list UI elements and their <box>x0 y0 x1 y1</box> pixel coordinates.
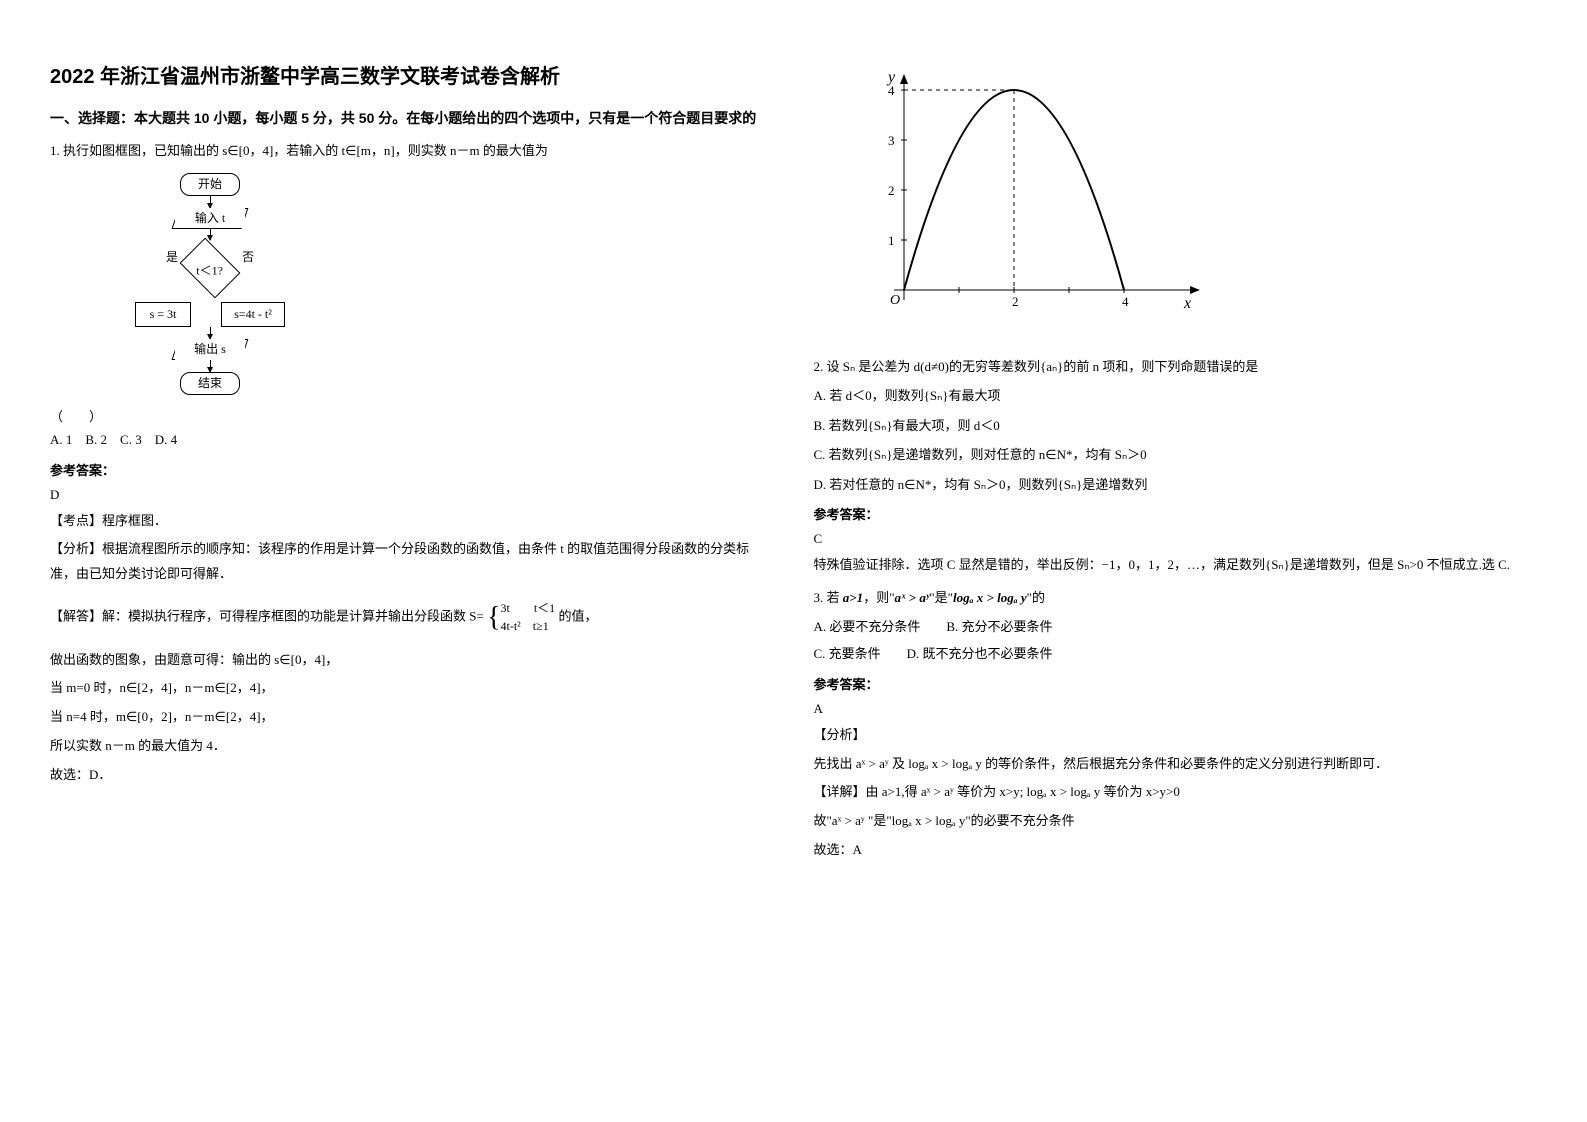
svg-text:4: 4 <box>1122 294 1129 309</box>
q3-text: 3. 若 a>1，则"aˣ > aʸ"是"logₐ x > logₐ y"的 <box>814 586 1538 609</box>
q2-optB: B. 若数列{Sₙ}有最大项，则 d＜0 <box>814 414 1538 437</box>
q1-options: （ ） A. 1 B. 2 C. 3 D. 4 <box>50 405 774 452</box>
q2-answer: C <box>814 531 1538 547</box>
right-column: y x O 1 2 3 4 2 4 <box>814 60 1538 866</box>
q3-answer-label: 参考答案： <box>814 674 1538 693</box>
svg-text:3: 3 <box>888 133 895 148</box>
flow-arrow <box>210 228 211 240</box>
flow-condition: t＜1? <box>180 238 241 299</box>
svg-text:O: O <box>890 293 900 308</box>
q3-detail2: 故"aˣ > aʸ "是"logₐ x > logₐ y"的必要不充分条件 <box>814 809 1538 834</box>
q1-answer: D <box>50 487 774 503</box>
section-1-heading: 一、选择题：本大题共 10 小题，每小题 5 分，共 50 分。在每小题给出的四… <box>50 107 774 129</box>
doc-title: 2022 年浙江省温州市浙鳌中学高三数学文联考试卷含解析 <box>50 60 774 89</box>
flow-branch-right: s=4t - t² <box>221 302 285 327</box>
q3-detail1: 【详解】由 a>1,得 aˣ > aʸ 等价为 x>y; logₐ x > lo… <box>814 780 1538 805</box>
q3-analysis-label: 【分析】 <box>814 723 1538 748</box>
q2-explain: 特殊值验证排除．选项 C 显然是错的，举出反例：−1，0，1，2，…，满足数列{… <box>814 553 1538 578</box>
q3-opts-row1: A. 必要不充分条件 B. 充分不必要条件 <box>814 615 1538 638</box>
q1-s3: 当 n=4 时，m∈[0，2]，n－m∈[2，4]， <box>50 705 774 730</box>
q2-answer-label: 参考答案： <box>814 504 1538 523</box>
q3-detail3: 故选：A <box>814 838 1538 863</box>
flow-arrow <box>210 360 211 372</box>
flow-arrow <box>210 327 211 339</box>
q1-s1: 做出函数的图象，由题意可得：输出的 s∈[0，4]， <box>50 648 774 673</box>
q1-analysis: 【分析】根据流程图所示的顺序知：该程序的作用是计算一个分段函数的函数值，由条件 … <box>50 537 774 586</box>
q1-solution-line: 【解答】解：模拟执行程序，可得程序框图的功能是计算并输出分段函数 S= { 3t… <box>50 591 774 644</box>
q1-topic: 【考点】程序框图． <box>50 509 774 534</box>
q1-graph: y x O 1 2 3 4 2 4 <box>854 60 1214 330</box>
q1-s5: 故选：D． <box>50 763 774 788</box>
flow-yes-label: 是 <box>166 248 178 265</box>
left-column: 2022 年浙江省温州市浙鳌中学高三数学文联考试卷含解析 一、选择题：本大题共 … <box>50 60 774 866</box>
q1-flowchart: 开始 输入 t 是 否 t＜1? s = 3t s=4t - t² 输出 s <box>110 173 310 395</box>
flow-start: 开始 <box>180 173 240 196</box>
svg-text:4: 4 <box>888 83 895 98</box>
q2-optD: D. 若对任意的 n∈N*，均有 Sₙ＞0，则数列{Sₙ}是递增数列 <box>814 473 1538 496</box>
q2-text: 2. 设 Sₙ 是公差为 d(d≠0)的无穷等差数列{aₙ}的前 n 项和，则下… <box>814 355 1538 378</box>
flow-arrow <box>210 196 211 208</box>
q2-optC: C. 若数列{Sₙ}是递增数列，则对任意的 n∈N*，均有 Sₙ＞0 <box>814 443 1538 466</box>
q3-opts-row2: C. 充要条件 D. 既不充分也不必要条件 <box>814 642 1538 665</box>
piecewise-formula: { 3t t＜1 4t-t² t≥1 <box>487 591 555 644</box>
flow-end: 结束 <box>180 372 240 395</box>
q3-analysis: 先找出 aˣ > aʸ 及 logₐ x > logₐ y 的等价条件，然后根据… <box>814 752 1538 777</box>
q3-answer: A <box>814 701 1538 717</box>
q1-s2: 当 m=0 时，n∈[2，4]，n－m∈[2，4]， <box>50 676 774 701</box>
q2-optA: A. 若 d＜0，则数列{Sₙ}有最大项 <box>814 384 1538 407</box>
svg-text:1: 1 <box>888 233 895 248</box>
svg-text:2: 2 <box>1012 294 1019 309</box>
flow-output: 输出 s <box>175 339 245 360</box>
q1-answer-label: 参考答案： <box>50 460 774 479</box>
flow-branch-left: s = 3t <box>135 302 191 327</box>
q1-s4: 所以实数 n－m 的最大值为 4． <box>50 734 774 759</box>
flow-input: 输入 t <box>175 208 245 229</box>
q1-text: 1. 执行如图框图，已知输出的 s∈[0，4]，若输入的 t∈[m，n]，则实数… <box>50 139 774 162</box>
svg-text:2: 2 <box>888 183 895 198</box>
svg-text:x: x <box>1183 295 1191 312</box>
flow-no-label: 否 <box>242 248 254 265</box>
